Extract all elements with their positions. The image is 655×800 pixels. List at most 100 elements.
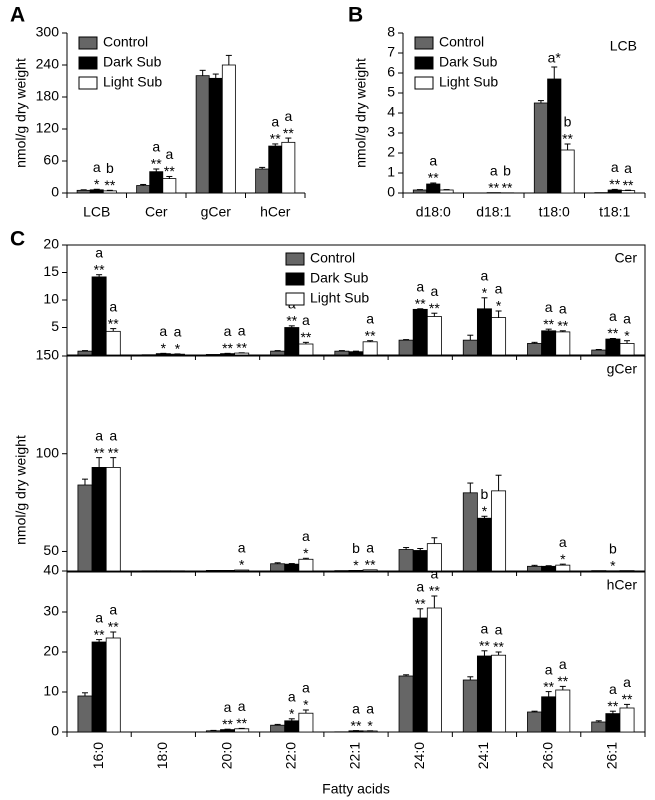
significance-stars: ** [94,626,105,642]
bar [268,145,283,194]
bar [527,565,543,572]
bar [527,711,543,733]
y-tick-label: 240 [36,56,60,72]
y-tick-label: 0 [387,184,395,200]
x-tick-label: 26:0 [539,742,555,769]
bar [270,724,286,733]
significance-letter: a [609,681,617,697]
legend-swatch [78,56,98,70]
y-tick-label: 8 [387,24,395,40]
bar [77,484,93,572]
significance-letter: a [224,699,232,715]
significance-letter: a [623,310,631,326]
y-tick-label: 10 [43,291,59,307]
bar [220,570,236,572]
significance-stars: ** [415,596,426,612]
legend-label: Light Sub [103,74,162,90]
significance-letter: a [288,689,296,705]
significance-stars: * [353,557,359,573]
bar [91,276,107,356]
significance-stars: * [303,545,309,561]
significance-letter: a [238,540,246,556]
bar [270,350,286,356]
legend-swatch [78,76,98,90]
significance-letter: b [503,163,511,179]
significance-letter: a [302,312,310,328]
bar [560,149,575,194]
y-tick-label: 5 [51,318,59,334]
y-tick-label: 180 [36,88,60,104]
significance-letter: a [152,139,160,155]
bar [412,189,427,194]
significance-stars: ** [270,131,281,147]
bar [281,141,296,194]
x-tick-label: d18:1 [476,204,511,220]
y-tick-label: 20 [43,643,59,659]
bar [462,339,478,356]
legend-label: Control [439,34,484,50]
bar [547,78,562,194]
y-tick-label: 0 [51,184,59,200]
significance-letter: a [495,622,503,638]
significance-stars: * [303,697,309,713]
y-tick-label: 50 [43,542,59,558]
y-tick-label: 300 [36,24,60,40]
bar [334,350,350,356]
y-axis-label: nmol/g dry weight [13,58,29,168]
significance-letter: b [352,540,360,556]
bar [533,102,548,194]
significance-letter: a [611,159,619,175]
panel-label: B [348,4,363,27]
panel-inner-label: Cer [614,250,637,266]
y-tick-label: 15 [43,263,59,279]
y-tick-label: 0 [51,723,59,739]
significance-letter: a [159,323,167,339]
significance-stars: ** [222,716,233,732]
significance-letter: a [109,427,117,443]
legend-label: Dark Sub [103,54,162,70]
significance-letter: a [481,268,489,284]
significance-stars: * [175,341,181,357]
significance-stars: ** [622,691,633,707]
x-tick-label: Cer [145,204,168,220]
significance-stars: ** [365,557,376,573]
bar [541,330,557,356]
bar [541,696,557,733]
significance-stars: ** [543,678,554,694]
significance-letter: a [559,301,567,317]
x-tick-label: 18:0 [154,742,170,769]
significance-letter: a [481,621,489,637]
y-tick-label: 10 [43,683,59,699]
bar [426,316,442,356]
significance-letter: a [284,108,292,124]
significance-stars: ** [428,170,439,186]
significance-stars: ** [222,340,233,356]
panel-inner-label: gCer [607,361,638,377]
bar [476,308,492,356]
bar [195,75,210,194]
bar [491,317,507,356]
x-tick-label: 24:0 [411,742,427,769]
significance-letter: a [490,162,498,178]
significance-letter: a [165,146,173,162]
significance-stars: ** [562,131,573,147]
bar [398,675,414,733]
significance-letter: a [495,281,503,297]
significance-letter: a [93,159,101,175]
significance-stars: ** [351,717,362,733]
y-axis-label: nmol/g dry weight [13,435,29,545]
significance-stars: ** [283,125,294,141]
significance-stars: ** [151,156,162,172]
bar [298,343,314,356]
significance-letter: a [545,661,553,677]
significance-letter: b [609,541,617,557]
significance-stars: ** [479,638,490,654]
significance-letter: a [109,298,117,314]
legend-swatch [414,76,434,90]
legend-label: Light Sub [439,74,498,90]
significance-letter: a [366,310,374,326]
bar [619,707,635,733]
significance-stars: * [610,558,616,574]
significance-letter: a [559,656,567,672]
